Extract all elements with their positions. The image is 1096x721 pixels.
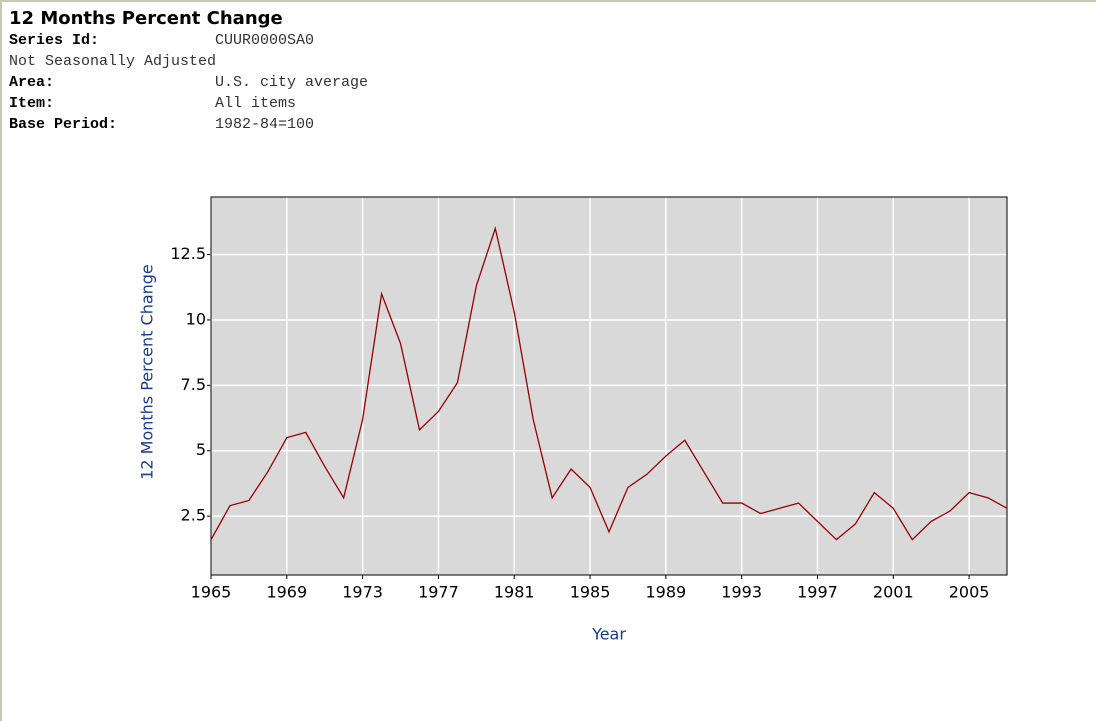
info-label: Area: — [9, 74, 55, 91]
page-title: 12 Months Percent Change — [9, 8, 283, 29]
info-row: Not Seasonally Adjusted — [9, 51, 368, 72]
x-tick-label: 1969 — [266, 583, 307, 602]
x-tick-label: 1965 — [191, 583, 232, 602]
info-row: Series Id: CUUR0000SA0 — [9, 30, 368, 51]
info-value: CUUR0000SA0 — [215, 32, 315, 49]
header: 12 Months Percent Change Series Id: CUUR00… — [9, 8, 368, 135]
info-value: All items — [215, 95, 297, 112]
x-tick-label: 1973 — [342, 583, 383, 602]
x-tick-label: 1977 — [418, 583, 459, 602]
y-tick-label: 7.5 — [181, 375, 206, 394]
y-tick-label: 5 — [196, 440, 206, 459]
x-tick-label: 1989 — [645, 583, 686, 602]
x-tick-label: 1997 — [797, 583, 838, 602]
info-label: Item: — [9, 95, 55, 112]
info-row: Item: All items — [9, 93, 368, 114]
info-value: 1982-84=100 — [215, 116, 315, 133]
x-axis-label: Year — [591, 625, 626, 644]
info-value: U.S. city average — [215, 74, 369, 91]
info-label: Base Period: — [9, 116, 118, 133]
x-tick-label: 2005 — [949, 583, 990, 602]
plot-border — [210, 196, 1008, 576]
info-row: Base Period: 1982-84=100 — [9, 114, 368, 135]
x-tick-label: 1993 — [721, 583, 762, 602]
info-row: Area: U.S. city average — [9, 72, 368, 93]
y-axis-label: 12 Months Percent Change — [138, 264, 157, 480]
y-tick-label: 10 — [186, 309, 206, 328]
info-label: Series Id: — [9, 32, 100, 49]
x-tick-label: 2001 — [873, 583, 914, 602]
info-value: Not Seasonally Adjusted — [9, 53, 217, 70]
y-tick-label: 12.5 — [170, 244, 206, 263]
y-tick-label: 2.5 — [181, 506, 206, 525]
data-line — [210, 225, 1008, 541]
x-tick-label: 1985 — [570, 583, 611, 602]
x-tick-label: 1981 — [494, 583, 535, 602]
